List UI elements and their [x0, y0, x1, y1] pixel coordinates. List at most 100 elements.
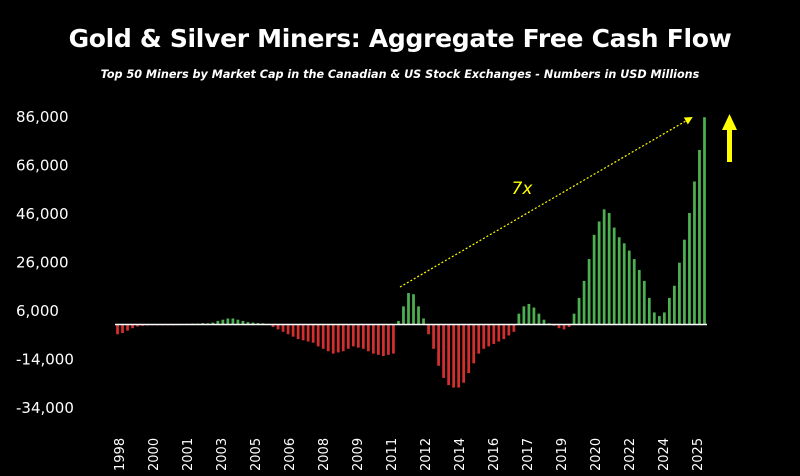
bar	[688, 213, 691, 325]
bar	[497, 324, 501, 342]
x-tick-label: 2024	[657, 438, 672, 471]
bar	[457, 324, 461, 388]
y-tick-label: 86,000	[16, 108, 69, 126]
bar	[437, 324, 440, 366]
bar	[291, 324, 295, 337]
bar	[637, 269, 641, 325]
bar	[602, 209, 606, 325]
bar	[211, 322, 215, 325]
bar	[502, 324, 506, 340]
bar	[226, 318, 230, 325]
bar	[693, 181, 696, 325]
bar	[467, 324, 471, 374]
bar	[527, 303, 531, 325]
bar	[582, 280, 586, 325]
bar	[683, 239, 686, 325]
bar	[662, 312, 666, 325]
bar	[532, 307, 536, 325]
x-tick-label: 2005	[249, 438, 264, 471]
bar	[703, 117, 706, 325]
bar	[397, 320, 400, 325]
bar	[477, 324, 481, 354]
bar	[622, 243, 626, 325]
x-axis-ticks: 1998 2000 2001 2003 2005 2006 2008 2009 2011 2012…	[113, 438, 706, 471]
trend-arrow	[399, 116, 693, 288]
x-tick-label: 2003	[215, 438, 230, 471]
y-axis-ticks: 86,000 66,000 46,000 26,000 6,000 -14,000 -34,…	[16, 108, 74, 417]
bar	[301, 324, 305, 341]
bar	[371, 324, 375, 354]
bar	[472, 324, 476, 364]
bar	[512, 324, 516, 332]
x-tick-label: 2001	[181, 438, 196, 471]
bar	[131, 324, 134, 329]
bar	[673, 285, 676, 325]
bar	[667, 297, 671, 325]
bar	[572, 313, 576, 325]
bar	[612, 227, 616, 325]
y-tick-label: -14,000	[16, 351, 74, 369]
bar	[321, 324, 325, 349]
bar	[377, 324, 380, 355]
bar	[542, 319, 546, 325]
bar	[361, 324, 365, 349]
bar	[652, 312, 656, 325]
bar	[417, 306, 420, 325]
bar	[557, 324, 561, 329]
bar	[407, 293, 410, 325]
bar	[387, 324, 390, 355]
bar	[698, 149, 701, 325]
bar	[221, 319, 225, 325]
bar	[341, 324, 345, 352]
y-tick-label: -34,000	[16, 399, 74, 417]
bar	[126, 324, 129, 331]
bar	[136, 324, 139, 327]
bar	[236, 319, 240, 325]
bar	[296, 324, 300, 340]
x-tick-label: 2000	[147, 438, 162, 471]
bar	[427, 324, 430, 335]
bar	[382, 324, 385, 357]
bar	[412, 294, 415, 325]
bar	[276, 324, 280, 330]
bar	[231, 318, 235, 325]
bar	[462, 324, 466, 383]
bar	[507, 324, 511, 336]
bar	[607, 213, 611, 325]
chart-subtitle: Top 50 Miners by Market Cap in the Canad…	[100, 68, 700, 81]
x-tick-label: 2012	[419, 438, 434, 471]
x-tick-label: 2020	[589, 438, 604, 471]
bar	[567, 324, 571, 327]
x-tick-label: 2014	[453, 438, 468, 471]
bar	[121, 324, 124, 334]
bar	[537, 313, 541, 325]
bar	[402, 306, 405, 325]
bar	[657, 316, 661, 325]
bar	[251, 322, 255, 325]
bar	[216, 320, 220, 325]
bar	[678, 262, 681, 325]
x-tick-label: 2009	[351, 438, 366, 471]
x-tick-label: 2025	[691, 438, 706, 471]
annotation-7x: 7x	[512, 179, 534, 199]
bar	[422, 318, 425, 325]
bar	[271, 324, 275, 327]
x-tick-label: 1998	[113, 438, 128, 471]
bar	[432, 324, 435, 349]
bar	[642, 280, 646, 325]
bar	[316, 324, 320, 347]
bar	[647, 297, 651, 325]
bar	[356, 324, 360, 348]
bar	[577, 297, 581, 325]
x-tick-label: 2008	[317, 438, 332, 471]
bar	[442, 324, 445, 378]
x-tick-label: 2006	[283, 438, 298, 471]
chart-title: Gold & Silver Miners: Aggregate Free Cas…	[68, 24, 732, 53]
bar	[517, 313, 521, 325]
bar	[351, 324, 355, 347]
bar	[116, 324, 119, 335]
bar	[562, 324, 566, 330]
bars	[116, 117, 706, 388]
bar	[632, 259, 636, 325]
